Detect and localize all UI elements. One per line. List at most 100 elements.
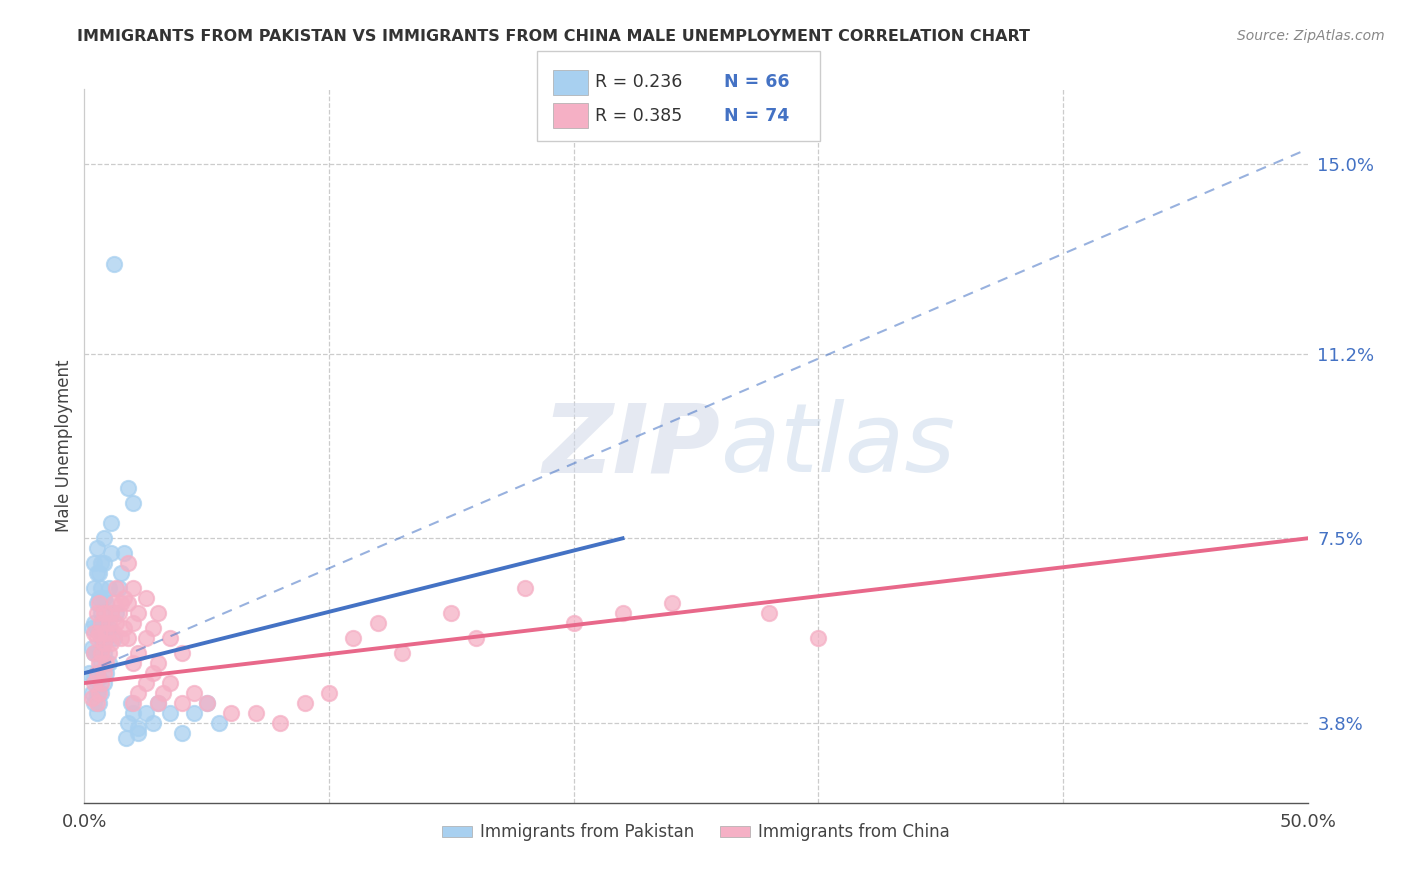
Point: [83, 671, 105, 685]
Point: [90, 631, 112, 645]
Point: [127, 606, 149, 620]
Point: [90, 656, 112, 670]
Point: [103, 631, 125, 645]
Point: [93, 556, 115, 570]
Point: [93, 676, 115, 690]
Point: [122, 496, 145, 510]
Point: [127, 646, 149, 660]
Point: [122, 616, 145, 631]
Point: [90, 606, 112, 620]
Point: [120, 696, 142, 710]
Point: [83, 676, 105, 690]
Text: R = 0.236: R = 0.236: [595, 73, 682, 91]
Point: [97, 656, 120, 670]
Point: [83, 646, 105, 660]
Point: [127, 686, 149, 700]
Point: [93, 616, 115, 631]
Point: [135, 676, 157, 690]
Point: [142, 666, 165, 681]
Point: [87, 671, 110, 685]
Point: [97, 581, 120, 595]
Point: [146, 606, 169, 620]
Point: [195, 696, 218, 710]
Point: [90, 686, 112, 700]
Point: [96, 631, 118, 645]
Point: [87, 656, 110, 670]
Point: [90, 556, 112, 570]
Point: [159, 676, 181, 690]
Point: [440, 606, 463, 620]
Point: [112, 591, 135, 606]
Point: [172, 646, 194, 660]
Point: [146, 696, 169, 710]
Text: atlas: atlas: [720, 400, 956, 492]
Point: [97, 621, 120, 635]
Point: [87, 626, 110, 640]
Point: [758, 606, 780, 620]
Point: [86, 696, 108, 710]
Point: [105, 616, 128, 631]
Point: [100, 636, 122, 650]
Text: ZIP: ZIP: [543, 400, 720, 492]
Point: [105, 606, 128, 620]
Point: [159, 631, 181, 645]
Point: [219, 706, 242, 720]
Point: [86, 666, 108, 681]
Point: [83, 646, 105, 660]
Point: [77, 666, 100, 681]
Legend: Immigrants from Pakistan, Immigrants from China: Immigrants from Pakistan, Immigrants fro…: [436, 817, 956, 848]
Point: [117, 482, 139, 496]
Point: [93, 531, 115, 545]
Y-axis label: Male Unemployment: Male Unemployment: [55, 359, 73, 533]
Point: [117, 596, 139, 610]
Point: [100, 516, 122, 531]
Point: [87, 621, 110, 635]
Point: [208, 715, 231, 730]
Point: [100, 606, 122, 620]
Point: [86, 666, 108, 681]
Point: [612, 606, 634, 620]
Point: [93, 666, 115, 681]
Point: [86, 646, 108, 660]
Point: [97, 616, 120, 631]
Point: [807, 631, 830, 645]
Point: [96, 666, 118, 681]
Point: [122, 581, 145, 595]
Point: [122, 696, 145, 710]
Point: [117, 715, 139, 730]
Point: [93, 606, 115, 620]
Point: [391, 646, 413, 660]
Text: Source: ZipAtlas.com: Source: ZipAtlas.com: [1237, 29, 1385, 43]
Point: [87, 686, 110, 700]
Point: [96, 596, 118, 610]
Point: [112, 621, 135, 635]
Point: [195, 696, 218, 710]
Point: [135, 631, 157, 645]
Point: [172, 726, 194, 740]
Point: [100, 546, 122, 560]
Point: [110, 566, 132, 581]
Text: R = 0.385: R = 0.385: [595, 107, 682, 125]
Point: [86, 631, 108, 645]
Point: [86, 706, 108, 720]
Point: [117, 631, 139, 645]
Point: [87, 566, 110, 581]
Point: [661, 596, 683, 610]
Point: [90, 581, 112, 595]
Point: [93, 636, 115, 650]
Point: [146, 656, 169, 670]
Point: [122, 656, 145, 670]
Point: [107, 581, 129, 595]
Point: [90, 616, 112, 631]
Point: [86, 566, 108, 581]
Point: [87, 591, 110, 606]
Point: [80, 621, 103, 635]
Point: [127, 726, 149, 740]
Point: [93, 646, 115, 660]
Point: [86, 621, 108, 635]
Point: [87, 696, 110, 710]
Point: [115, 731, 138, 745]
Point: [107, 606, 129, 620]
Point: [86, 606, 108, 620]
Point: [142, 715, 165, 730]
